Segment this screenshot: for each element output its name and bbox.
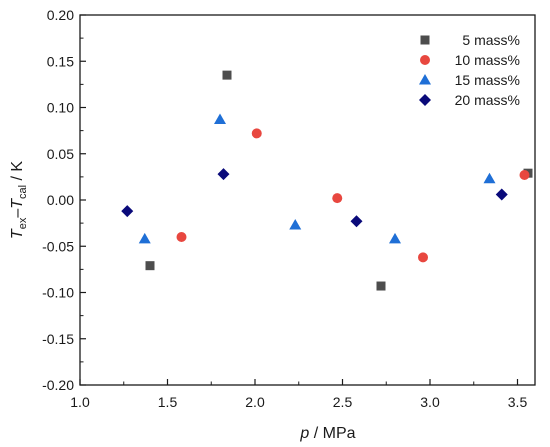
data-point <box>483 172 496 184</box>
y-tick-label: -0.10 <box>42 285 74 301</box>
data-point <box>121 205 134 218</box>
data-point <box>332 193 343 204</box>
plot-frame <box>79 14 536 386</box>
y-tick-label: 0.05 <box>47 146 74 162</box>
legend-label: 5 mass% <box>462 32 520 48</box>
tick-labels: 1.0 1.5 2.0 2.5 3.0 3.5 0.20 0.15 0.10 0.05 0.00 -0… <box>42 7 527 410</box>
data-point <box>389 232 401 244</box>
legend-label: 20 mass% <box>455 92 520 108</box>
data-point <box>495 188 508 201</box>
y-tick-label: -0.20 <box>42 377 74 393</box>
data-point <box>376 281 386 291</box>
y-tick-label: 0.15 <box>47 53 74 69</box>
data-point <box>519 170 530 181</box>
series-triangle <box>138 113 496 244</box>
legend-marker <box>420 55 430 65</box>
data-point <box>418 252 428 263</box>
ticks <box>79 14 519 386</box>
x-tick-label: 3.5 <box>508 394 528 410</box>
x-tick-label: 2.5 <box>333 394 353 410</box>
y-tick-label: 0.00 <box>47 192 74 208</box>
y-axis-label: Tex–Tcal / K <box>9 161 29 239</box>
x-tick-label: 1.0 <box>70 394 90 410</box>
y-tick-label: -0.05 <box>42 238 74 254</box>
x-tick-label: 1.5 <box>158 394 178 410</box>
x-axis-label: p / MPa <box>299 425 355 442</box>
legend-marker <box>419 94 431 106</box>
series-circle <box>176 128 530 263</box>
y-tick-label: 0.20 <box>47 7 74 23</box>
data-point <box>350 215 363 228</box>
legend-marker <box>420 35 430 45</box>
x-tick-label: 3.0 <box>420 394 440 410</box>
y-tick-label: 0.10 <box>47 100 74 116</box>
series-diamond <box>121 168 508 228</box>
data-point <box>214 113 226 125</box>
data-point <box>251 128 262 139</box>
data-point <box>138 232 151 244</box>
data-markers <box>121 70 533 291</box>
data-point <box>176 232 187 242</box>
legend-label: 10 mass% <box>455 52 520 68</box>
legend-marker <box>419 74 431 85</box>
x-tick-label: 2.0 <box>245 394 265 410</box>
legend-label: 15 mass% <box>455 72 520 88</box>
y-tick-label: -0.15 <box>42 331 74 347</box>
legend: 5 mass% 10 mass% 15 mass% 20 mass% <box>419 32 520 108</box>
data-point <box>217 168 230 181</box>
data-point <box>145 261 155 271</box>
data-point <box>289 218 302 230</box>
data-point <box>222 70 232 80</box>
